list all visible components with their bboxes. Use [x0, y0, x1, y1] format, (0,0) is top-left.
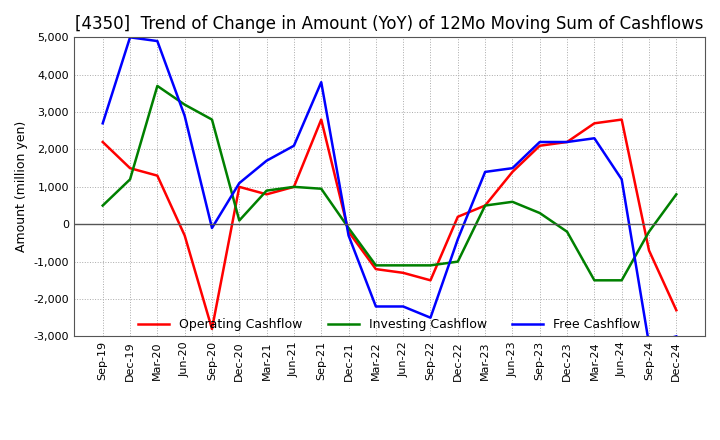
Investing Cashflow	[344, 225, 353, 231]
Free Cashflow	[207, 225, 216, 231]
Free Cashflow	[617, 177, 626, 182]
Free Cashflow	[644, 341, 653, 347]
Operating Cashflow	[481, 203, 490, 208]
Operating Cashflow	[644, 248, 653, 253]
Free Cashflow	[317, 80, 325, 85]
Line: Investing Cashflow: Investing Cashflow	[103, 86, 676, 280]
Free Cashflow	[426, 315, 435, 320]
Free Cashflow	[536, 139, 544, 145]
Operating Cashflow	[563, 139, 572, 145]
Investing Cashflow	[481, 203, 490, 208]
Free Cashflow	[235, 180, 243, 186]
Operating Cashflow	[126, 165, 135, 171]
Operating Cashflow	[207, 326, 216, 332]
Free Cashflow	[590, 136, 599, 141]
Investing Cashflow	[590, 278, 599, 283]
Operating Cashflow	[344, 229, 353, 235]
Operating Cashflow	[508, 169, 517, 175]
Free Cashflow	[262, 158, 271, 163]
Investing Cashflow	[672, 192, 680, 197]
Operating Cashflow	[426, 278, 435, 283]
Free Cashflow	[454, 237, 462, 242]
Free Cashflow	[672, 334, 680, 339]
Operating Cashflow	[262, 192, 271, 197]
Operating Cashflow	[99, 139, 107, 145]
Free Cashflow	[153, 38, 162, 44]
Free Cashflow	[508, 165, 517, 171]
Investing Cashflow	[563, 229, 572, 235]
Investing Cashflow	[235, 218, 243, 223]
Operating Cashflow	[289, 184, 298, 190]
Investing Cashflow	[426, 263, 435, 268]
Operating Cashflow	[317, 117, 325, 122]
Investing Cashflow	[126, 177, 135, 182]
Operating Cashflow	[590, 121, 599, 126]
Free Cashflow	[399, 304, 408, 309]
Operating Cashflow	[399, 270, 408, 275]
Operating Cashflow	[180, 233, 189, 238]
Investing Cashflow	[617, 278, 626, 283]
Operating Cashflow	[372, 267, 380, 272]
Investing Cashflow	[454, 259, 462, 264]
Free Cashflow	[563, 139, 572, 145]
Investing Cashflow	[644, 229, 653, 235]
Operating Cashflow	[153, 173, 162, 178]
Investing Cashflow	[508, 199, 517, 205]
Operating Cashflow	[617, 117, 626, 122]
Investing Cashflow	[372, 263, 380, 268]
Investing Cashflow	[207, 117, 216, 122]
Investing Cashflow	[317, 186, 325, 191]
Title: [4350]  Trend of Change in Amount (YoY) of 12Mo Moving Sum of Cashflows: [4350] Trend of Change in Amount (YoY) o…	[76, 15, 703, 33]
Operating Cashflow	[672, 308, 680, 313]
Investing Cashflow	[153, 83, 162, 88]
Free Cashflow	[180, 113, 189, 118]
Investing Cashflow	[536, 210, 544, 216]
Free Cashflow	[481, 169, 490, 175]
Legend: Operating Cashflow, Investing Cashflow, Free Cashflow: Operating Cashflow, Investing Cashflow, …	[133, 313, 646, 336]
Operating Cashflow	[536, 143, 544, 148]
Operating Cashflow	[454, 214, 462, 220]
Investing Cashflow	[262, 188, 271, 193]
Free Cashflow	[372, 304, 380, 309]
Investing Cashflow	[180, 102, 189, 107]
Operating Cashflow	[235, 184, 243, 190]
Free Cashflow	[126, 35, 135, 40]
Investing Cashflow	[99, 203, 107, 208]
Investing Cashflow	[399, 263, 408, 268]
Investing Cashflow	[289, 184, 298, 190]
Line: Free Cashflow: Free Cashflow	[103, 37, 676, 344]
Y-axis label: Amount (million yen): Amount (million yen)	[15, 121, 28, 253]
Line: Operating Cashflow: Operating Cashflow	[103, 120, 676, 329]
Free Cashflow	[99, 121, 107, 126]
Free Cashflow	[289, 143, 298, 148]
Free Cashflow	[344, 233, 353, 238]
